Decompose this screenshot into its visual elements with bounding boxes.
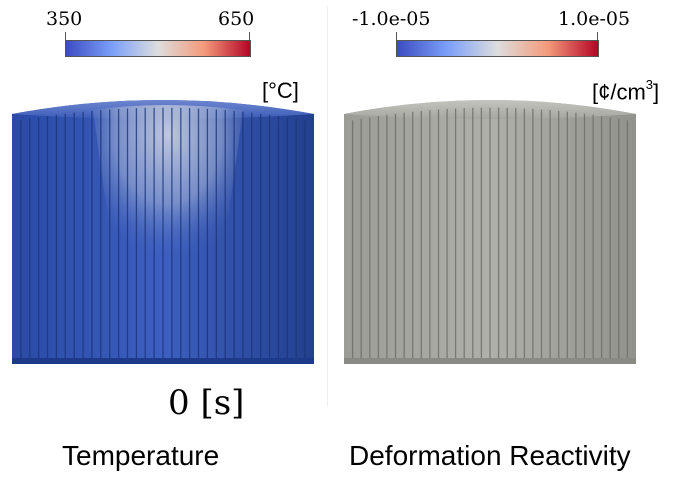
temperature-core-render [12,100,314,364]
def-colorbar-tick-right [597,32,598,40]
def-colorbar-max-label: 1.0e-05 [558,8,631,30]
deformation-unit: [¢/cm3] [592,77,660,105]
panel-divider [327,6,328,406]
temp-colorbar-min-label: 350 [46,8,83,30]
deformation-colorbar [396,40,599,57]
temperature-caption: Temperature [62,440,220,471]
def-colorbar-min-label: -1.0e-05 [352,8,431,30]
deformation-caption: Deformation Reactivity [349,440,631,471]
time-label: 0 [s] [168,383,245,423]
temp-colorbar-tick-right [249,32,250,40]
def-colorbar-tick-left [396,32,397,40]
temp-colorbar-max-label: 650 [218,8,255,30]
deformation-core-render [344,100,636,364]
temp-colorbar-tick-left [65,32,66,40]
temperature-unit: [°C] [262,78,299,103]
temperature-colorbar [65,40,251,57]
